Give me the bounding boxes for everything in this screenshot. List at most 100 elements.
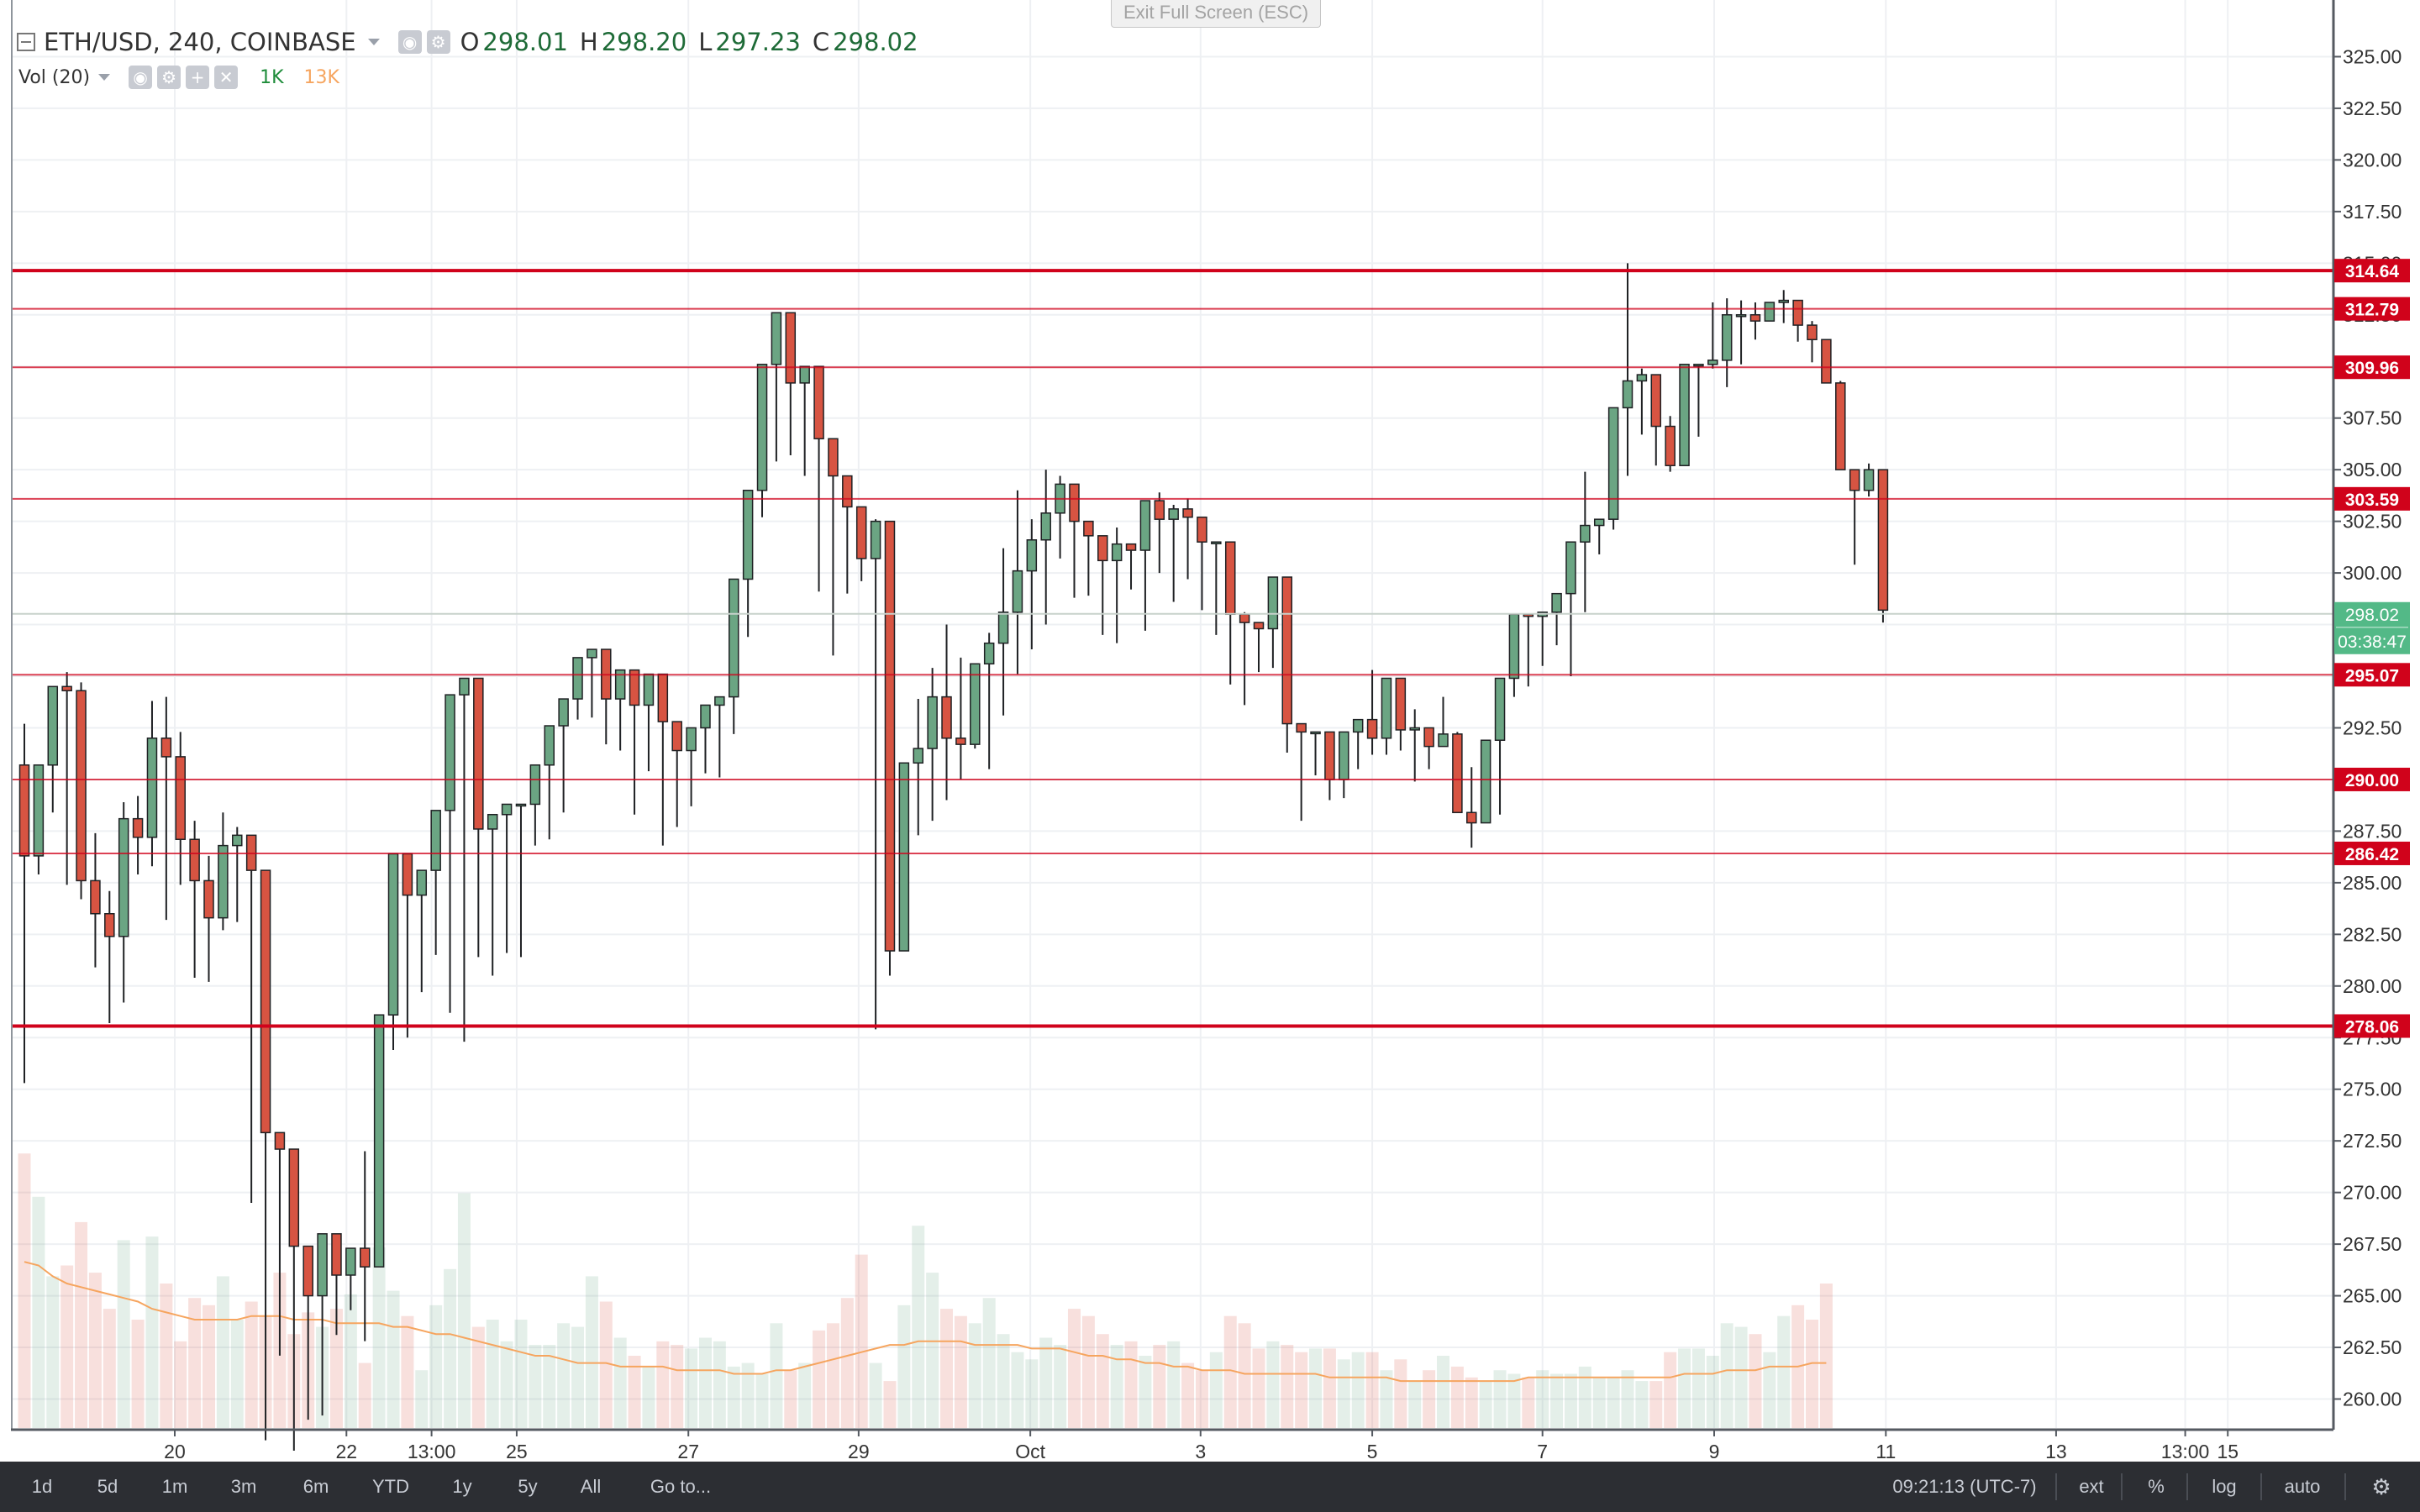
price-chart[interactable]: 260.00 262.50 265.00 267.50 270.00 272.50 275.… [0, 0, 2420, 1462]
chevron-down-icon[interactable] [367, 39, 380, 45]
candle [218, 812, 229, 931]
volume-bar [713, 1341, 726, 1428]
candle [587, 648, 597, 718]
clock-timezone[interactable]: 09:21:13 (UTC-7) [1892, 1476, 2037, 1497]
price-tag-bg [2334, 841, 2410, 865]
price-label: 325.00 [2343, 45, 2402, 67]
auto-scale-toggle[interactable]: auto [2284, 1476, 2321, 1497]
volume-bar [1025, 1359, 1039, 1428]
candle [373, 1014, 385, 1268]
candle [1764, 302, 1776, 322]
price-tag-bg [2334, 297, 2410, 321]
volume-legend: Vol (20) ◉ ⚙ + ✕ 1K 13K [18, 64, 339, 91]
volume-bar [628, 1356, 641, 1428]
candle [331, 1233, 342, 1336]
candle-body [473, 677, 484, 830]
candle-body [459, 677, 470, 696]
candle [1593, 518, 1605, 554]
volume-bar [1592, 1377, 1606, 1428]
price-axis[interactable] [2333, 0, 2420, 1462]
close-value: 298.02 [833, 28, 918, 56]
volume-bar [1380, 1370, 1393, 1428]
candle-body [657, 673, 669, 722]
candle-body [1764, 302, 1776, 322]
candle [1607, 407, 1619, 530]
volume-bar [826, 1323, 839, 1428]
log-scale-toggle[interactable]: log [2212, 1476, 2237, 1497]
range-ytd-button[interactable]: YTD [372, 1476, 409, 1497]
range-5d-button[interactable]: 5d [97, 1476, 118, 1497]
range-5y-button[interactable]: 5y [518, 1476, 538, 1497]
price-label: 280.00 [2343, 975, 2402, 997]
candle-body [1125, 543, 1137, 551]
candle [1296, 722, 1307, 822]
candle [714, 696, 725, 778]
candle [1849, 469, 1860, 565]
candle-body [927, 696, 938, 749]
candle-body [1197, 516, 1207, 543]
candle [729, 578, 739, 734]
collapse-legend-icon[interactable] [17, 33, 35, 51]
eye-icon[interactable]: ◉ [397, 30, 422, 54]
bottom-toolbar: 1d 5d 1m 3m 6m YTD 1y 5y All Go to... 09… [0, 1462, 2420, 1512]
divider [2055, 1473, 2057, 1500]
candle-body [813, 365, 824, 440]
candle-body [1395, 677, 1407, 731]
range-1y-button[interactable]: 1y [452, 1476, 472, 1497]
gear-icon[interactable]: ⚙ [426, 30, 450, 54]
volume-bar [642, 1366, 655, 1428]
candle-body [387, 853, 399, 1016]
volume-bar [1479, 1381, 1492, 1428]
time-label: 27 [677, 1441, 699, 1462]
volume-bar [1507, 1373, 1521, 1428]
range-1d-button[interactable]: 1d [31, 1476, 53, 1497]
volume-bar [486, 1320, 499, 1428]
gear-icon[interactable]: ⚙ [157, 66, 182, 89]
volume-bar [1691, 1348, 1705, 1428]
candle-body [1494, 677, 1506, 741]
exit-fullscreen-hint[interactable]: Exit Full Screen (ESC) [1111, 0, 1322, 28]
volume-bar [912, 1226, 925, 1428]
candle [756, 364, 768, 517]
candle-body [118, 817, 129, 937]
candle-body [1849, 469, 1860, 491]
low-value: 297.23 [715, 28, 801, 56]
close-icon[interactable]: ✕ [214, 66, 239, 89]
volume-bar [585, 1276, 598, 1428]
percent-scale-toggle[interactable]: % [2148, 1476, 2165, 1497]
range-1m-button[interactable]: 1m [161, 1476, 188, 1497]
goto-date-button[interactable]: Go to... [650, 1476, 712, 1497]
time-label: 20 [164, 1441, 186, 1462]
gear-icon[interactable]: ⚙ [2371, 1474, 2391, 1499]
range-all-button[interactable]: All [580, 1476, 602, 1497]
volume-bar [1706, 1356, 1719, 1428]
volume-bar [1536, 1370, 1549, 1428]
extended-hours-toggle[interactable]: ext [2079, 1476, 2104, 1497]
chevron-down-icon[interactable] [98, 74, 111, 81]
candle [1707, 302, 1718, 369]
price-label: 275.00 [2343, 1079, 2402, 1100]
candle-body [558, 698, 569, 727]
candle-body [1650, 374, 1662, 428]
candle-body [587, 648, 597, 659]
price-label: 322.50 [2343, 97, 2402, 119]
volume-bar [1564, 1373, 1577, 1428]
range-6m-button[interactable]: 6m [302, 1476, 329, 1497]
volume-bar [1734, 1326, 1748, 1428]
volume-bar [656, 1341, 670, 1428]
eye-icon[interactable]: ◉ [129, 66, 153, 89]
symbol-title[interactable]: ETH/USD, 240, COINBASE [44, 28, 356, 56]
plus-icon[interactable]: + [186, 66, 210, 89]
volume-indicator-title[interactable]: Vol (20) [18, 66, 91, 88]
volume-bar [444, 1268, 457, 1428]
candle [1423, 727, 1434, 769]
candle [232, 827, 243, 922]
range-3m-button[interactable]: 3m [230, 1476, 257, 1497]
candle [203, 855, 214, 982]
candle [1650, 374, 1662, 466]
time-axis-labels[interactable]: 20 22 13:00 25 27 29 Oct 3 5 7 9 11 13 13:00 15 [164, 1430, 2238, 1462]
volume-bar [784, 1370, 797, 1428]
candle [1211, 541, 1222, 635]
horizontal-lines[interactable] [11, 269, 2333, 1028]
candle-body [1452, 733, 1463, 814]
